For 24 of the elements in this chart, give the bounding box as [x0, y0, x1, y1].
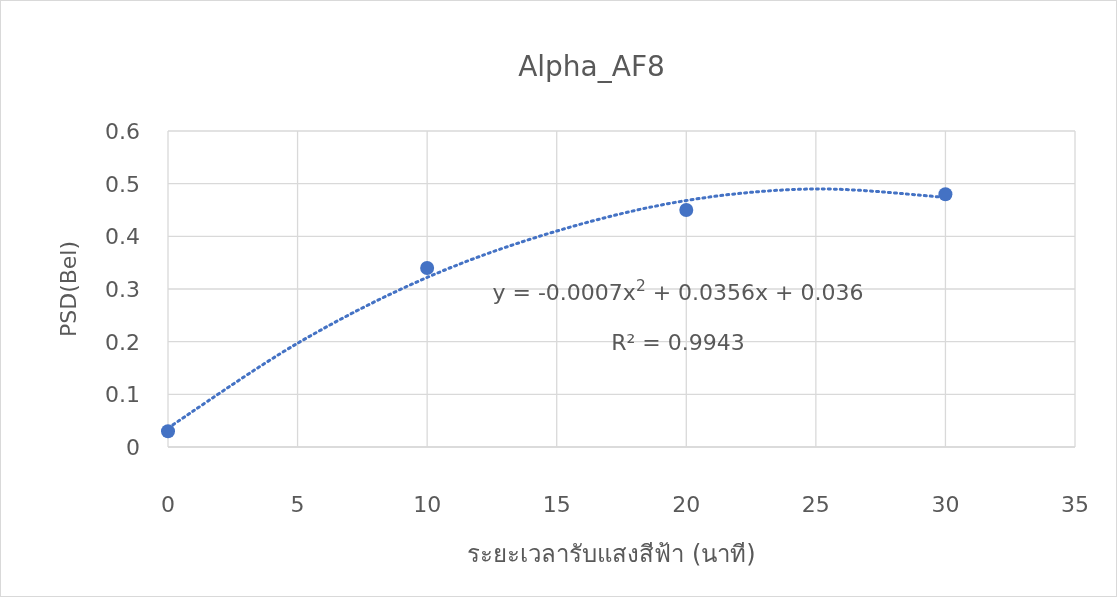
- point: [161, 424, 175, 439]
- annotation: R² = 0.9943: [611, 330, 745, 355]
- x-tick-label: 30: [931, 492, 960, 517]
- y-tick-label: 0.4: [105, 224, 140, 250]
- x-tick-label: 25: [801, 492, 830, 517]
- y-axis-title: PSD(Bel): [56, 240, 81, 338]
- y-tick-label: 0: [126, 435, 140, 460]
- annotation: y = -0.0007x$^{2}$ + 0.0356x + 0.036: [492, 277, 864, 305]
- y-tick-label: 0.5: [105, 171, 140, 197]
- x-tick-label: 15: [542, 492, 571, 517]
- x-tick-label: 35: [1061, 492, 1089, 517]
- point: [679, 203, 694, 217]
- point: [420, 260, 435, 275]
- y-tick-label: 0.6: [105, 119, 140, 144]
- x-tick-label: 5: [290, 492, 305, 517]
- point: [938, 187, 953, 202]
- x-tick-label: 0: [161, 492, 175, 517]
- x-tick-label: 20: [672, 492, 701, 517]
- chart-title: Alpha_AF8: [518, 50, 665, 83]
- y-tick-label: 0.3: [105, 277, 140, 302]
- y-tick-label: 0.1: [105, 382, 140, 408]
- x-axis-title: ระยะเวลารับแสงสีฟ้า (นาที): [467, 540, 756, 568]
- x-tick-label: 10: [413, 492, 442, 517]
- y-tick-label: 0.2: [105, 329, 140, 355]
